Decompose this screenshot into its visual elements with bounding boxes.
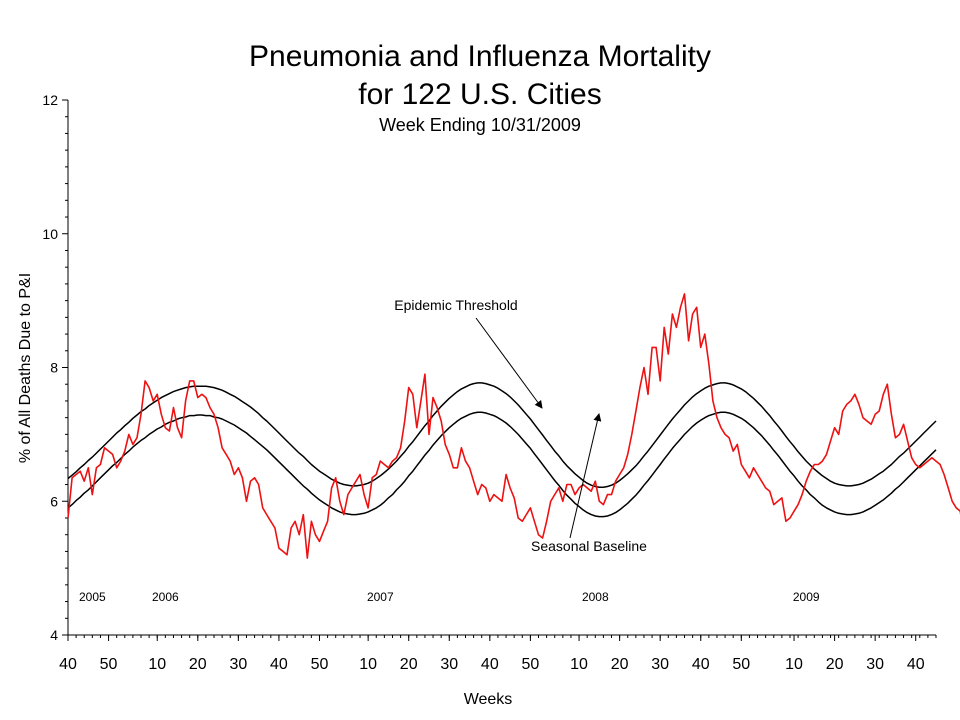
x-tick-label: 10 (570, 656, 588, 673)
chart-subtitle: Week Ending 10/31/2009 (379, 115, 581, 135)
x-tick-label: 40 (270, 656, 288, 673)
seasonal-baseline-label: Seasonal Baseline (531, 538, 647, 554)
chart-title-block: Pneumonia and Influenza Mortality for 12… (0, 38, 960, 136)
x-tick-label: 30 (651, 656, 669, 673)
annotations: Epidemic Threshold Seasonal Baseline (394, 297, 647, 554)
threshold-series-line (67, 382, 937, 488)
x-tick-label: 40 (907, 656, 925, 673)
year-label: 2005 (79, 590, 106, 604)
year-label: 2009 (793, 590, 820, 604)
y-axis-label: % of All Deaths Due to P&I (17, 273, 34, 463)
observed-series-line (67, 293, 960, 559)
x-tick-label: 40 (481, 656, 499, 673)
x-tick-label: 30 (229, 656, 247, 673)
year-label: 2008 (582, 590, 609, 604)
x-tick-label: 10 (359, 656, 377, 673)
y-tick-label: 8 (50, 360, 58, 376)
x-tick-label: 50 (311, 656, 329, 673)
x-tick-label: 10 (785, 656, 803, 673)
x-axis-label: Weeks (464, 691, 513, 708)
seasonal-baseline-arrow (569, 413, 602, 539)
x-tick-label: 20 (826, 656, 844, 673)
y-tick-label: 10 (42, 226, 58, 242)
epidemic-threshold-label: Epidemic Threshold (394, 297, 517, 313)
x-tick-label: 20 (611, 656, 629, 673)
y-tick-label: 6 (50, 493, 58, 509)
x-tick-label: 10 (148, 656, 166, 673)
x-tick-label: 20 (400, 656, 418, 673)
x-tick-label: 50 (732, 656, 750, 673)
x-tick-label: 50 (100, 656, 118, 673)
x-tick-label: 40 (59, 656, 77, 673)
x-tick-label: 50 (521, 656, 539, 673)
x-tick-label: 30 (440, 656, 458, 673)
y-tick-label: 12 (42, 92, 58, 108)
chart-title-line-1: Pneumonia and Influenza Mortality (249, 40, 711, 73)
year-label: 2007 (367, 590, 394, 604)
axes: 4 6 8 10 12 40 50 10 20 30 40 50 10 20 30 40 50 10 20 30 40 5… (42, 92, 937, 673)
x-tick-label: 20 (189, 656, 207, 673)
x-tick-label: 30 (866, 656, 884, 673)
epidemic-threshold-arrow (475, 317, 543, 409)
x-tick-label: 40 (692, 656, 710, 673)
chart-title-line-2: for 122 U.S. Cities (358, 78, 602, 111)
year-label: 2006 (152, 590, 179, 604)
y-tick-label: 4 (50, 627, 58, 643)
series-layer (67, 293, 960, 559)
baseline-series-line (67, 411, 937, 518)
